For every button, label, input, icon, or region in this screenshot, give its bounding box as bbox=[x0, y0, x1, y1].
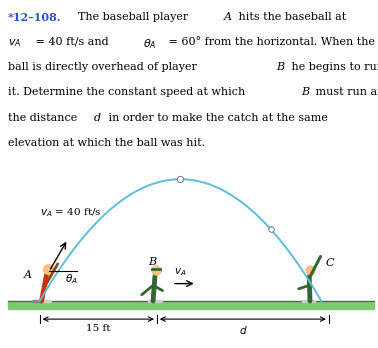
Text: $v_A$: $v_A$ bbox=[8, 37, 21, 49]
Text: = 60° from the horizontal. When the: = 60° from the horizontal. When the bbox=[165, 37, 375, 47]
Text: C: C bbox=[325, 258, 334, 268]
Text: the distance: the distance bbox=[8, 113, 80, 122]
Text: $d$: $d$ bbox=[239, 324, 247, 336]
Text: $v_A$: $v_A$ bbox=[174, 267, 186, 278]
Text: A: A bbox=[23, 270, 32, 280]
Text: The baseball player: The baseball player bbox=[78, 11, 192, 22]
Text: B: B bbox=[148, 257, 156, 267]
Text: 15 ft: 15 ft bbox=[86, 324, 110, 333]
Text: ball is directly overhead of player: ball is directly overhead of player bbox=[8, 62, 200, 72]
Text: = 40 ft/s and: = 40 ft/s and bbox=[32, 37, 112, 47]
Text: $v_A$ = 40 ft/s: $v_A$ = 40 ft/s bbox=[40, 206, 101, 219]
Text: *12–108.: *12–108. bbox=[8, 11, 61, 23]
Text: elevation at which the ball was hit.: elevation at which the ball was hit. bbox=[8, 138, 204, 148]
Text: d: d bbox=[94, 113, 101, 122]
Text: A: A bbox=[224, 11, 232, 22]
Text: it. Determine the constant speed at which: it. Determine the constant speed at whic… bbox=[8, 87, 248, 97]
Text: $\theta_A$: $\theta_A$ bbox=[65, 272, 78, 286]
Text: $\theta_A$: $\theta_A$ bbox=[143, 37, 156, 50]
Text: must run and: must run and bbox=[312, 87, 378, 97]
Text: hits the baseball at: hits the baseball at bbox=[235, 11, 347, 22]
Text: B: B bbox=[301, 87, 310, 97]
Text: he begins to run under: he begins to run under bbox=[288, 62, 378, 72]
Text: B: B bbox=[276, 62, 284, 72]
Text: in order to make the catch at the same: in order to make the catch at the same bbox=[105, 113, 327, 122]
